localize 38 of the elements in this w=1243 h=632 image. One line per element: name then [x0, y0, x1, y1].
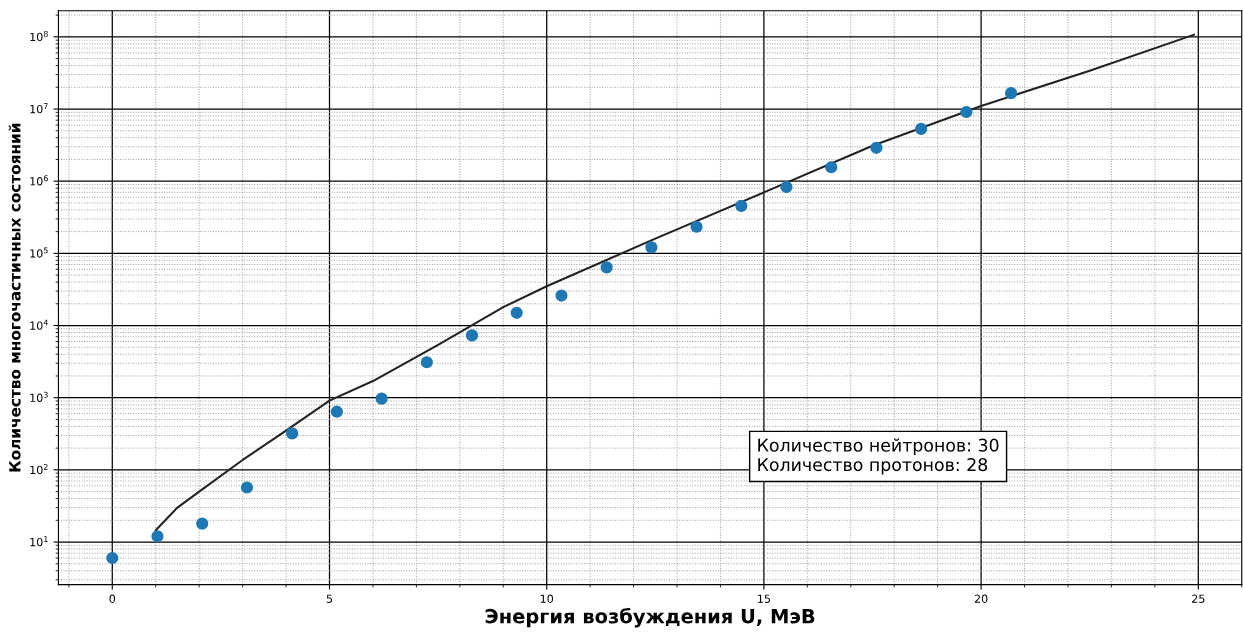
point: [555, 289, 568, 302]
point: [780, 180, 793, 194]
x-tick-label: 15: [758, 594, 770, 603]
point: [915, 122, 928, 135]
point: [510, 306, 523, 319]
point: [870, 141, 883, 154]
point: [240, 481, 254, 494]
point: [151, 530, 164, 543]
point: [645, 241, 658, 254]
point: [196, 517, 209, 530]
x-axis-title: Энергия возбуждения U, МэВ: [485, 607, 815, 628]
x-tick-label: 10: [540, 594, 554, 603]
point: [106, 551, 119, 565]
point: [600, 261, 613, 274]
point: [690, 220, 703, 233]
y-tick-label: 10$^{2}$: [30, 463, 48, 475]
annotation: Количество нейтронов: 30 Количество протонов: 28: [758, 438, 999, 475]
y-tick-label: 10$^{8}$: [30, 30, 48, 42]
y-tick-label: 10$^{4}$: [30, 319, 48, 330]
x-tick-label: 20: [974, 594, 988, 603]
point: [420, 356, 433, 369]
point: [735, 199, 748, 212]
y-tick-label: 10$^{6}$: [30, 175, 48, 186]
point: [330, 405, 343, 418]
point: [1005, 87, 1018, 100]
y-tick-label: 10$^{1}$: [30, 536, 48, 547]
y-tick-label: 10$^{7}$: [30, 103, 48, 114]
y-tick-label: 10$^{5}$: [30, 247, 48, 258]
point: [465, 329, 479, 342]
point: [375, 392, 388, 405]
point: [825, 161, 838, 174]
x-tick-label: 5: [326, 594, 333, 603]
point: [960, 105, 973, 119]
point: [286, 427, 299, 440]
y-axis-title: Количество многочастичных состояний: [8, 123, 21, 472]
x-tick-label: 25: [1192, 594, 1205, 603]
y-tick-label: 10$^{3}$: [30, 391, 48, 402]
x-tick-label: 0: [109, 594, 116, 603]
